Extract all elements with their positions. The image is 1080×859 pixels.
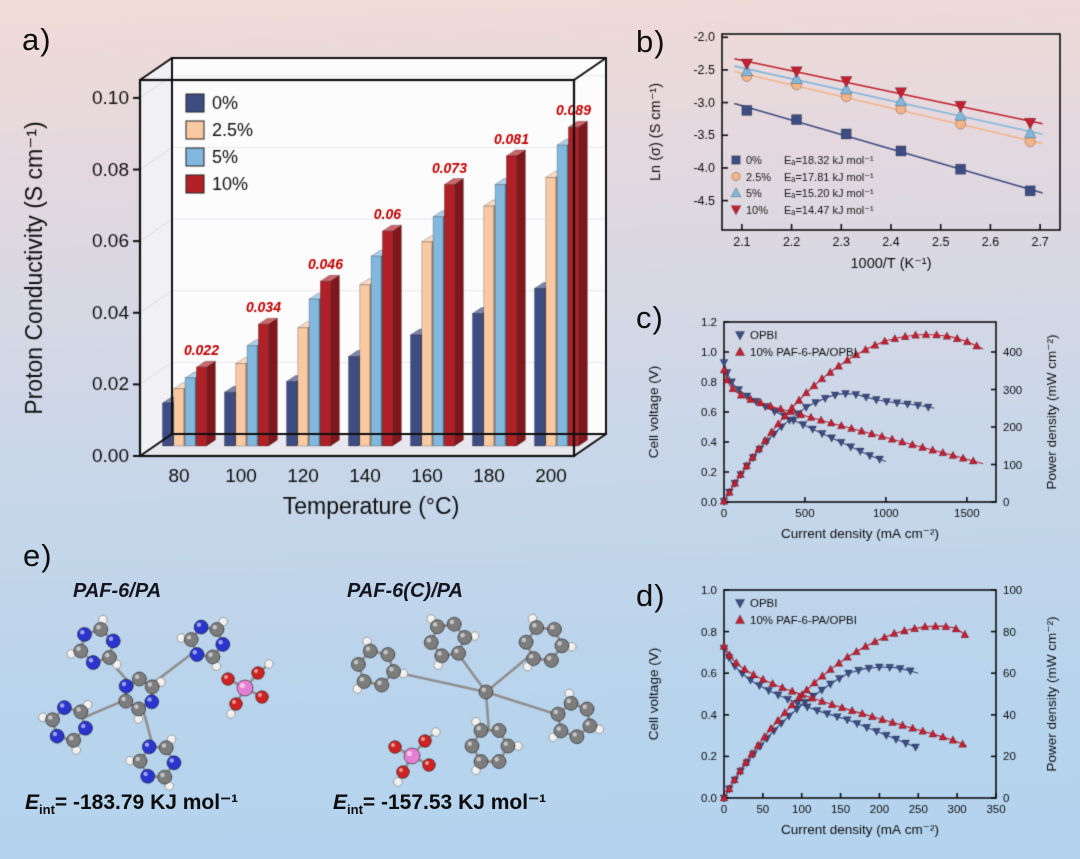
panel-e-label: e): [23, 538, 53, 573]
eint-paf6-pa: Eint= -183.79 KJ mol⁻¹: [25, 790, 238, 817]
panel-b-label: b): [636, 24, 666, 59]
panel-a-label: a): [22, 22, 52, 57]
panel-c-label: c): [636, 300, 664, 335]
panel-b: b): [636, 8, 1080, 296]
proton-conductivity-3d-bar-chart: [12, 8, 632, 553]
panel-a: a): [12, 8, 632, 553]
panel-d: d): [636, 560, 1080, 856]
eint-symbol: E: [333, 791, 348, 814]
eint-value: = -157.53 KJ mol⁻¹: [362, 791, 547, 814]
eint-value: = -183.79 KJ mol⁻¹: [54, 791, 239, 814]
panel-e: e) PAF-6/PA Eint= -183.79 KJ mol⁻¹ PAF-6…: [15, 538, 633, 856]
eint-symbol: E: [25, 791, 40, 814]
panel-c: c): [636, 298, 1080, 558]
eint-subscript: int: [347, 802, 363, 818]
arrhenius-plot: [636, 8, 1080, 296]
molecule-structure-paf6-pa: [33, 604, 308, 794]
molecule-title-paf6c-pa: PAF-6(C)/PA: [347, 580, 463, 602]
fuel-cell-polarization-chart-low: [636, 560, 1080, 856]
molecule-structure-paf6c-pa: [320, 604, 620, 794]
molecule-title-paf6-pa: PAF-6/PA: [73, 580, 162, 602]
fuel-cell-polarization-chart-high: [636, 298, 1080, 558]
eint-paf6c-pa: Eint= -157.53 KJ mol⁻¹: [333, 790, 546, 817]
eint-subscript: int: [39, 802, 55, 818]
panel-d-label: d): [636, 578, 666, 613]
